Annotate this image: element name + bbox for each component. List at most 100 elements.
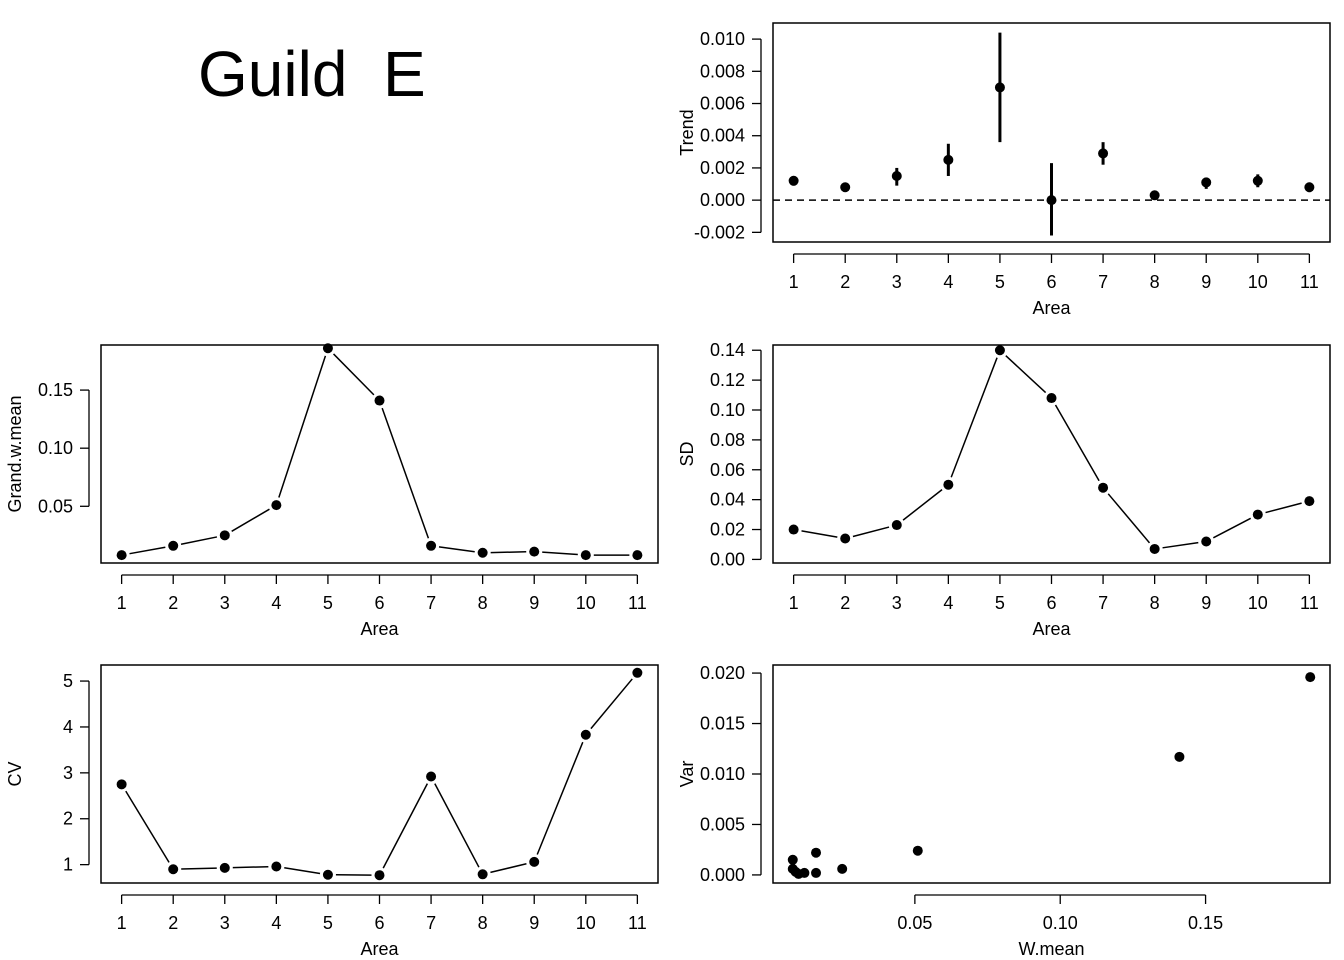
cv-series-segment bbox=[536, 741, 584, 855]
grand-w-mean-data-point bbox=[529, 546, 540, 557]
cv-y-tick-label: 2 bbox=[63, 809, 73, 829]
grand-w-mean-series-segment bbox=[129, 546, 166, 555]
sd-y-axis-label: SD bbox=[677, 441, 697, 466]
sd-x-tick-label: 3 bbox=[892, 593, 902, 613]
grand-w-mean-data-point bbox=[168, 540, 179, 551]
grand-w-mean-data-point bbox=[632, 550, 643, 561]
cv-y-tick-label: 1 bbox=[63, 855, 73, 875]
grand-w-mean-x-tick-label: 5 bbox=[323, 593, 333, 613]
trend-x-tick-label: 11 bbox=[1300, 272, 1319, 292]
grand-w-mean-data-point bbox=[219, 530, 230, 541]
grand-w-mean-series-segment bbox=[278, 355, 327, 498]
cv-data-point bbox=[477, 869, 488, 880]
sd-y-tick-label: 0.12 bbox=[710, 370, 745, 390]
trend-panel: 1 2 3 4 5 6 7 8 9 10 11 Area -0.002 0.000 0.002 0.004 0.… bbox=[677, 22, 1331, 318]
var-vs-wmean-y-tick-label: 0.000 bbox=[700, 865, 745, 885]
cv-data-point bbox=[271, 861, 282, 872]
trend-data-point bbox=[1149, 190, 1160, 201]
var-vs-wmean-panel: 0.05 0.10 0.15 W.mean 0.000 0.005 0.010 0.015 0.… bbox=[677, 663, 1331, 959]
var-vs-wmean-data-point bbox=[912, 845, 923, 856]
grand-w-mean-data-point bbox=[116, 550, 127, 561]
var-vs-wmean-x-tick-label: 0.10 bbox=[1043, 913, 1078, 933]
trend-data-point bbox=[1046, 195, 1057, 206]
sd-data-point bbox=[1304, 496, 1315, 507]
sd-data-point bbox=[994, 345, 1005, 356]
trend-x-tick-label: 3 bbox=[892, 272, 902, 292]
cv-series-segment bbox=[284, 867, 321, 875]
sd-series-segment bbox=[801, 530, 838, 538]
grand-w-mean-data-point bbox=[322, 343, 333, 354]
sd-y-tick-label: 0.10 bbox=[710, 400, 745, 420]
sd-y-tick-label: 0.14 bbox=[710, 340, 745, 360]
sd-x-tick-label: 8 bbox=[1150, 593, 1160, 613]
grand-w-mean-series-segment bbox=[180, 536, 218, 545]
grand-w-mean-plot-frame bbox=[100, 344, 659, 564]
sd-series-segment bbox=[902, 489, 943, 521]
grand-w-mean-y-axis-label: Grand.w.mean bbox=[5, 395, 25, 512]
sd-series-segment bbox=[950, 357, 998, 478]
cv-x-tick-label: 11 bbox=[628, 913, 647, 933]
cv-data-point bbox=[116, 779, 127, 790]
grand-w-mean-x-axis-label: Area bbox=[360, 619, 399, 639]
sd-series-segment bbox=[852, 526, 890, 538]
cv-plot-frame bbox=[100, 664, 659, 884]
cv-x-tick-label: 4 bbox=[271, 913, 281, 933]
grand-w-mean-data-point bbox=[477, 547, 488, 558]
trend-y-tick-label: 0.006 bbox=[700, 94, 745, 114]
sd-data-point bbox=[1201, 536, 1212, 547]
sd-x-tick-label: 7 bbox=[1098, 593, 1108, 613]
trend-data-point bbox=[1304, 182, 1315, 193]
var-vs-wmean-data-point bbox=[837, 863, 848, 874]
trend-data-point bbox=[1201, 177, 1212, 188]
sd-series-segment bbox=[1005, 355, 1047, 394]
grand-w-mean-series-segment bbox=[333, 353, 375, 396]
var-vs-wmean-plot-frame bbox=[772, 664, 1331, 884]
trend-x-axis-label: Area bbox=[1032, 298, 1071, 318]
sd-plot-frame bbox=[772, 344, 1331, 564]
trend-y-tick-label: 0.002 bbox=[700, 158, 745, 178]
sd-data-point bbox=[1046, 393, 1057, 404]
cv-x-axis-label: Area bbox=[360, 939, 399, 959]
cv-x-tick-label: 5 bbox=[323, 913, 333, 933]
sd-series-segment bbox=[1212, 517, 1252, 539]
sd-panel: 1 2 3 4 5 6 7 8 9 10 11 Area 0.00 0.02 0.04 0.06 0.08 0.1… bbox=[677, 340, 1331, 639]
sd-x-tick-label: 11 bbox=[1300, 593, 1319, 613]
sd-x-tick-label: 4 bbox=[943, 593, 953, 613]
sd-x-tick-label: 6 bbox=[1046, 593, 1056, 613]
grand-w-mean-x-tick-label: 9 bbox=[529, 593, 539, 613]
var-vs-wmean-data-point bbox=[811, 847, 822, 858]
grand-w-mean-x-tick-label: 3 bbox=[220, 593, 230, 613]
cv-panel: 1 2 3 4 5 6 7 8 9 10 11 Area 1 2 3 4 5 CV bbox=[5, 664, 659, 959]
trend-x-tick-label: 2 bbox=[840, 272, 850, 292]
grand-w-mean-x-tick-label: 6 bbox=[374, 593, 384, 613]
trend-y-tick-label: 0.010 bbox=[700, 29, 745, 49]
trend-y-tick-label: 0.008 bbox=[700, 61, 745, 81]
trend-x-tick-label: 8 bbox=[1150, 272, 1160, 292]
grand-w-mean-x-tick-label: 1 bbox=[117, 593, 127, 613]
cv-series-segment bbox=[490, 863, 527, 874]
trend-x-tick-label: 1 bbox=[789, 272, 799, 292]
trend-x-tick-label: 9 bbox=[1201, 272, 1211, 292]
grand-w-mean-x-tick-label: 8 bbox=[478, 593, 488, 613]
grand-w-mean-data-point bbox=[426, 540, 437, 551]
cv-data-point bbox=[219, 862, 230, 873]
cv-y-tick-label: 4 bbox=[63, 717, 73, 737]
sd-x-tick-label: 1 bbox=[789, 593, 799, 613]
sd-data-point bbox=[840, 533, 851, 544]
sd-series-segment bbox=[1107, 493, 1151, 544]
var-vs-wmean-x-axis-label: W.mean bbox=[1018, 939, 1084, 959]
sd-x-tick-label: 5 bbox=[995, 593, 1005, 613]
var-vs-wmean-y-tick-label: 0.010 bbox=[700, 764, 745, 784]
cv-x-tick-label: 2 bbox=[168, 913, 178, 933]
grand-w-mean-series-segment bbox=[490, 551, 527, 554]
grand-w-mean-x-tick-label: 11 bbox=[628, 593, 647, 613]
var-vs-wmean-y-tick-label: 0.015 bbox=[700, 714, 745, 734]
cv-x-tick-label: 9 bbox=[529, 913, 539, 933]
cv-data-point bbox=[426, 771, 437, 782]
trend-y-tick-label: 0.000 bbox=[700, 190, 745, 210]
trend-y-tick-label: -0.002 bbox=[694, 222, 745, 242]
cv-data-point bbox=[374, 870, 385, 881]
cv-data-point bbox=[580, 729, 591, 740]
sd-data-point bbox=[891, 520, 902, 531]
